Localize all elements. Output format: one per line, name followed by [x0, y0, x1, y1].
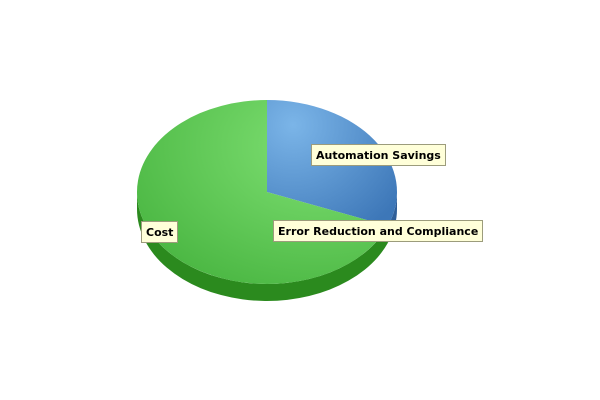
- pie-side-cost: [137, 192, 388, 302]
- slice-label-cost: Cost: [141, 221, 179, 243]
- slice-label-error-reduction-and-compliance: Error Reduction and Compliance: [273, 220, 484, 242]
- slice-label-automation-savings: Automation Savings: [311, 144, 446, 166]
